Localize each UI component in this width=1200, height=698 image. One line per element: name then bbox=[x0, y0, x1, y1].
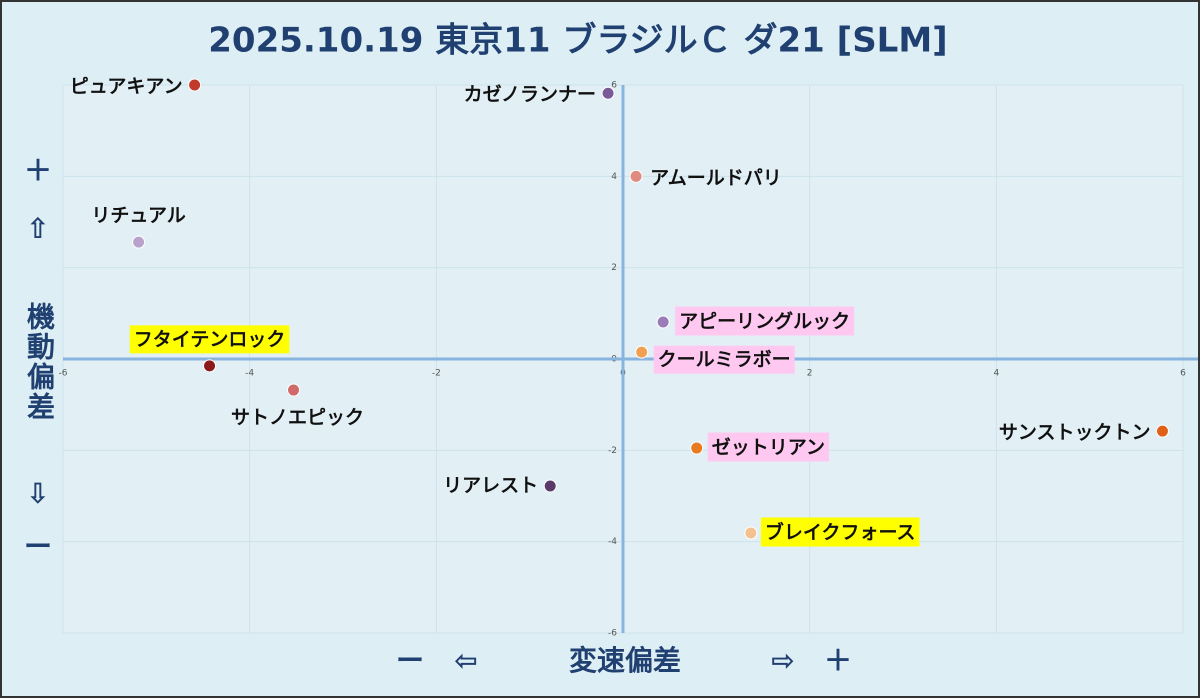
y-axis-label: ⇧ bbox=[26, 212, 49, 245]
point bbox=[744, 526, 758, 540]
point bbox=[543, 479, 557, 493]
y-axis-label: ー bbox=[24, 530, 52, 563]
point-label: サンストックトン bbox=[999, 422, 1151, 444]
label-highlight bbox=[675, 306, 855, 336]
label-highlight bbox=[707, 432, 829, 462]
point bbox=[635, 345, 649, 359]
point-label: ゼットリアン bbox=[712, 436, 825, 459]
x-tick-label: 6 bbox=[1180, 369, 1186, 379]
point-label: ブレイクフォース bbox=[765, 520, 916, 543]
point-label: フタイテンロック bbox=[134, 328, 286, 350]
x-tick-label: -2 bbox=[432, 369, 441, 379]
point bbox=[601, 86, 615, 100]
point-label: クールミラボー bbox=[658, 349, 791, 371]
point bbox=[690, 441, 704, 455]
x-axis-label: 変速偏差 bbox=[569, 644, 681, 677]
y-tick-label: 6 bbox=[611, 81, 617, 91]
point-label: ピュアキアン bbox=[70, 76, 183, 98]
y-tick-label: -2 bbox=[608, 446, 617, 456]
x-axis-label: ⇨ bbox=[771, 644, 794, 677]
point-label: サトノエピック bbox=[231, 407, 364, 429]
chart-title: 2025.10.19 東京11 ブラジルＣ ダ21 [SLM] bbox=[208, 21, 947, 61]
x-tick-label: 4 bbox=[993, 369, 999, 379]
y-axis-label: ＋ bbox=[24, 154, 52, 187]
x-axis-label: ⇦ bbox=[454, 644, 477, 677]
y-tick-label: 2 bbox=[611, 263, 617, 273]
y-axis-label: ⇩ bbox=[26, 477, 49, 510]
point-label: リアレスト bbox=[443, 474, 538, 496]
point bbox=[656, 315, 670, 329]
y-tick-label: -4 bbox=[608, 537, 617, 547]
point bbox=[203, 359, 217, 373]
point-label: カゼノランナー bbox=[464, 83, 596, 106]
point bbox=[188, 78, 202, 92]
point bbox=[287, 383, 301, 397]
point bbox=[132, 235, 146, 249]
label-highlight bbox=[129, 325, 290, 354]
point-label: アピーリングルック bbox=[679, 310, 850, 333]
x-tick-label: -6 bbox=[59, 369, 68, 379]
x-axis-label: ー bbox=[396, 644, 424, 677]
point bbox=[1155, 424, 1169, 438]
y-axis-label: 機動偏差 bbox=[23, 302, 56, 422]
label-highlight bbox=[653, 345, 795, 374]
point bbox=[629, 169, 643, 183]
y-tick-label: 4 bbox=[611, 172, 617, 182]
x-tick-label: 2 bbox=[807, 369, 813, 379]
y-tick-label: -6 bbox=[608, 629, 617, 639]
point-label: アムールドパリ bbox=[650, 167, 782, 189]
x-axis-label: ＋ bbox=[824, 644, 852, 677]
point-label: リチュアル bbox=[91, 205, 185, 227]
x-tick-label: -4 bbox=[245, 369, 254, 379]
label-highlight bbox=[760, 517, 920, 547]
